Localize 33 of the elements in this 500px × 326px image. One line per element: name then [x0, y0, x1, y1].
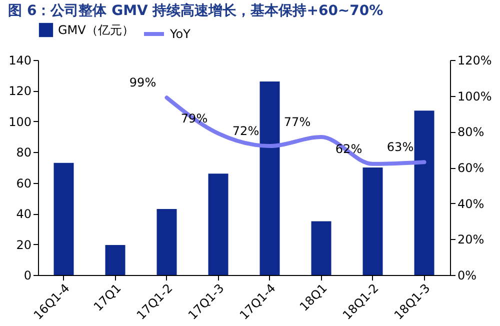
- bar: [260, 82, 280, 275]
- y-tick-label: 40: [16, 207, 32, 222]
- bar: [208, 174, 228, 275]
- data-label: 63%: [386, 140, 414, 154]
- data-label: 62%: [335, 142, 362, 156]
- y-tick-label: 140: [8, 54, 32, 68]
- legend-label: YoY: [169, 27, 192, 41]
- data-label: 77%: [284, 115, 311, 130]
- legend-label: GMV（亿元）: [58, 23, 134, 37]
- y-tick-label: 0: [24, 268, 32, 282]
- y-tick-label: 20: [16, 238, 32, 252]
- y2-tick-label: 80%: [458, 125, 484, 140]
- line-series: [164, 96, 426, 166]
- bar: [105, 245, 126, 275]
- bar: [362, 168, 383, 275]
- y2-tick-label: 60%: [458, 161, 484, 175]
- data-label: 99%: [129, 76, 156, 90]
- bar: [156, 208, 177, 275]
- y2-tick-label: 100%: [458, 89, 492, 104]
- bar: [414, 110, 434, 275]
- y-tick-label: 60: [16, 176, 32, 190]
- data-label: 79%: [180, 111, 208, 126]
- bar: [311, 221, 332, 275]
- y-tick-label: 80: [16, 146, 32, 160]
- y2-tick-label: 0%: [458, 268, 477, 282]
- y-tick-label: 100: [8, 114, 32, 129]
- data-label: 72%: [232, 124, 260, 138]
- y2-tick-label: 40%: [458, 196, 484, 211]
- y-tick-label: 120: [8, 84, 32, 98]
- chart-title: 图 6：公司整体 GMV 持续高速增长，基本保持+60~70%: [8, 2, 384, 19]
- y2-tick-label: 120%: [458, 54, 492, 68]
- bar: [54, 162, 74, 275]
- y2-tick-label: 20%: [458, 232, 484, 247]
